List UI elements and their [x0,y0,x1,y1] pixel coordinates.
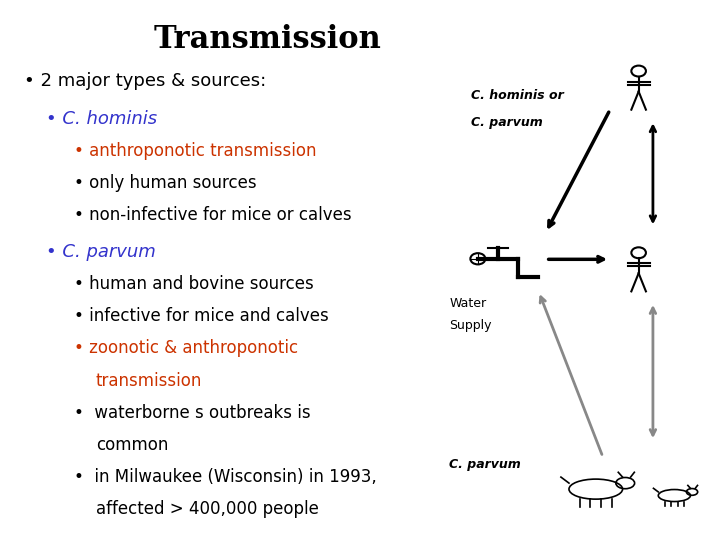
Text: • non-infective for mice or calves: • non-infective for mice or calves [74,206,352,224]
Text: • anthroponotic transmission: • anthroponotic transmission [74,141,317,160]
Text: • human and bovine sources: • human and bovine sources [74,275,314,293]
Text: C. parvum: C. parvum [449,458,521,471]
Text: C. parvum: C. parvum [471,116,542,129]
Text: Water: Water [449,298,487,310]
Text: Transmission: Transmission [153,24,381,55]
Text: Supply: Supply [449,319,492,332]
Text: • 2 major types & sources:: • 2 major types & sources: [24,72,266,90]
Text: common: common [96,436,168,454]
Text: transmission: transmission [96,372,202,389]
Text: affected > 400,000 people: affected > 400,000 people [96,500,318,518]
Text: •  in Milwaukee (Wisconsin) in 1993,: • in Milwaukee (Wisconsin) in 1993, [74,468,377,486]
Text: • zoonotic & anthroponotic: • zoonotic & anthroponotic [74,340,298,357]
Text: • C. parvum: • C. parvum [45,244,156,261]
Text: • infective for mice and calves: • infective for mice and calves [74,307,329,326]
Text: • only human sources: • only human sources [74,174,257,192]
Text: •  waterborne s outbreaks is: • waterborne s outbreaks is [74,403,311,422]
Text: • C. hominis: • C. hominis [45,110,157,127]
Text: C. hominis or: C. hominis or [471,89,564,102]
